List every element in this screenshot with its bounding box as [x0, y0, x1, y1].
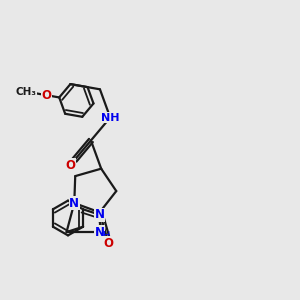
Text: CH₃: CH₃	[16, 87, 37, 97]
Text: N: N	[69, 196, 79, 210]
Text: N: N	[94, 208, 105, 221]
Text: O: O	[65, 159, 75, 172]
Text: H: H	[103, 231, 111, 241]
Text: O: O	[103, 237, 114, 250]
Text: NH: NH	[101, 112, 119, 122]
Text: N: N	[94, 226, 105, 238]
Text: O: O	[42, 89, 52, 102]
